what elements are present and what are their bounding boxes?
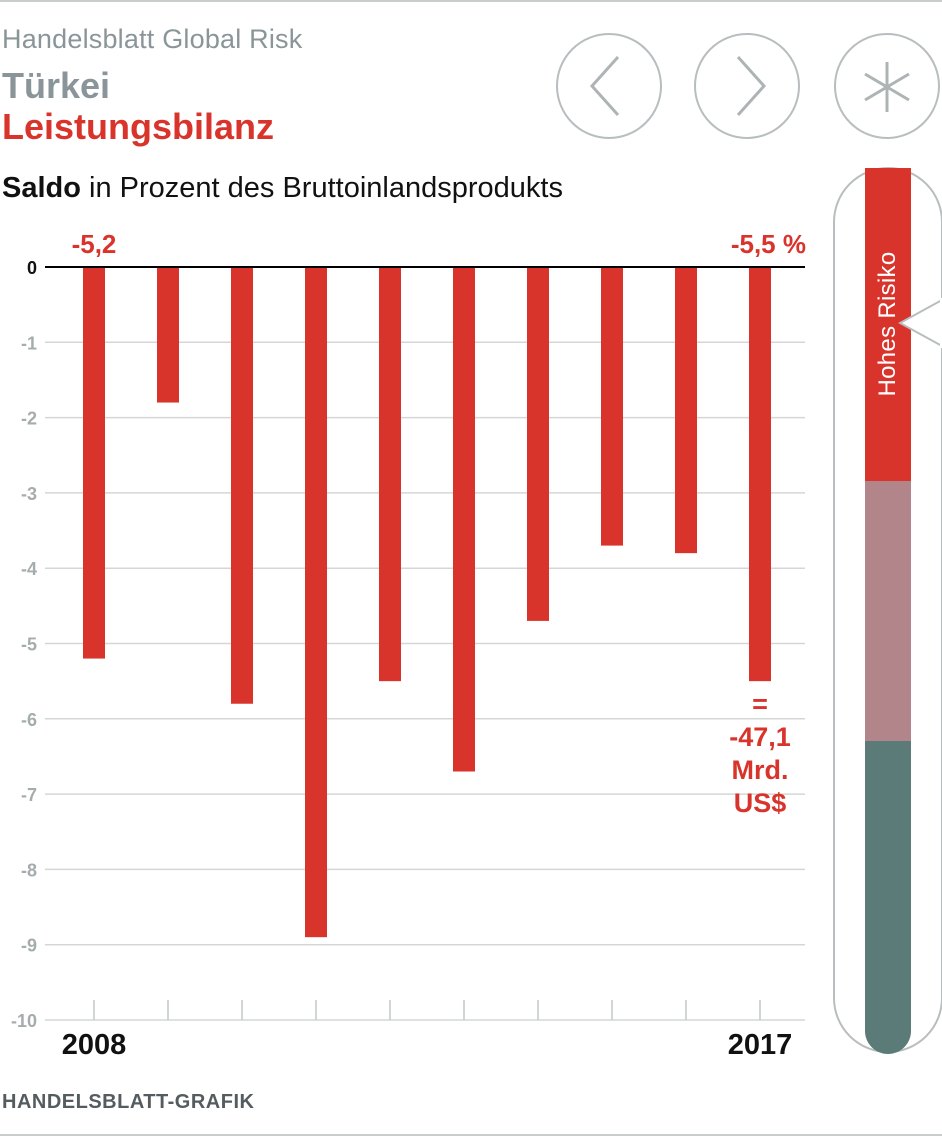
chart-subtitle: Saldo in Prozent des Bruttoinlandsproduk…: [2, 172, 563, 205]
bar-2009: [157, 267, 179, 403]
source-label: Handelsblatt Global Risk: [2, 24, 303, 54]
y-tick-label: -4: [21, 559, 37, 579]
y-tick-label: -10: [11, 1011, 37, 1031]
tick-layer: 0 -1 -2 -3 -4 -5 -6 -7 -8 -9 -10: [11, 258, 761, 1031]
topic-title: Leistungsbilanz: [2, 106, 275, 147]
bar-layer: [83, 267, 771, 938]
risk-segment-medium: [865, 481, 911, 741]
data-label-first: -5,2: [72, 229, 117, 259]
bar-2017: [749, 267, 771, 682]
chevron-left-icon: [589, 55, 620, 117]
y-tick-label: -5: [21, 635, 37, 655]
y-tick-label: -3: [21, 484, 37, 504]
annotation-line: =: [752, 689, 768, 719]
annotation-line: -47,1: [729, 722, 791, 752]
bar-2014: [527, 267, 549, 621]
y-tick-label: -7: [21, 785, 37, 805]
subtitle-bold: Saldo: [2, 172, 81, 204]
y-tick-label: -6: [21, 710, 37, 730]
bar-2012: [379, 267, 401, 682]
bar-2010: [231, 267, 253, 704]
bar-2008: [83, 267, 105, 659]
y-tick-label: -9: [21, 936, 37, 956]
menu-button[interactable]: [834, 33, 940, 139]
y-tick-label: 0: [27, 258, 37, 278]
top-rule: [0, 0, 942, 2]
bar-chart: 0 -1 -2 -3 -4 -5 -6 -7 -8 -9 -10 2008 2017 -5,2 -5,5 …: [11, 229, 806, 1061]
subtitle-rest: in Prozent des Bruttoinlandsprodukts: [80, 172, 563, 204]
previous-button[interactable]: [556, 33, 662, 139]
bottom-rule: [0, 1134, 942, 1136]
annotation-line: US$: [734, 788, 787, 818]
y-tick-label: -2: [21, 409, 37, 429]
bar-2011: [305, 267, 327, 938]
risk-bar: [865, 168, 911, 1054]
bar-2016: [675, 267, 697, 554]
chevron-right-icon: [736, 55, 767, 117]
y-tick-label: -8: [21, 860, 37, 880]
annotation-line: Mrd.: [732, 755, 789, 785]
risk-pointer-icon: [898, 298, 942, 348]
footer-credit: HANDELSBLATT-GRAFIK: [2, 1091, 255, 1113]
x-label-last: 2017: [728, 1029, 793, 1061]
data-label-last: -5,5 %: [731, 229, 806, 259]
bar-2015: [601, 267, 623, 546]
asterisk-icon: [864, 62, 910, 112]
bar-2013: [453, 267, 475, 772]
risk-segment-low: [865, 741, 911, 1054]
y-tick-label: -1: [21, 333, 37, 353]
country-title: Türkei: [2, 65, 111, 106]
grid-layer: [45, 341, 805, 1021]
x-label-first: 2008: [62, 1029, 127, 1061]
next-button[interactable]: [694, 33, 800, 139]
